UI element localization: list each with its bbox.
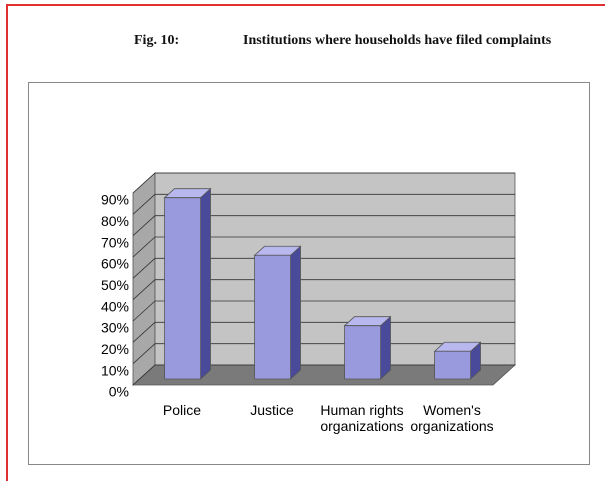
x-tick-label: Human rights organizations [320, 402, 404, 434]
bar-front [434, 350, 472, 380]
y-tick-label: 40% [101, 298, 129, 314]
x-tick-label: Justice [250, 402, 294, 418]
bar-side [290, 245, 301, 380]
x-tick-label: Women's organizations [410, 402, 494, 434]
grid-line [132, 193, 515, 215]
y-tick-label: 50% [101, 277, 129, 293]
page-frame [6, 4, 605, 481]
grid-line [132, 257, 515, 279]
bar [253, 245, 302, 380]
x-tick-label: Police [162, 402, 202, 418]
chart-box [28, 82, 590, 465]
grid-line [132, 236, 515, 258]
y-tick-label: 30% [101, 320, 129, 336]
chart-title: Institutions where households have filed… [243, 33, 552, 48]
bar [163, 187, 212, 380]
bar-side [380, 315, 391, 380]
chart-title-block: Fig. 10: Institutions where households ha… [134, 32, 574, 49]
grid-line [132, 172, 515, 194]
grid-line [132, 215, 515, 236]
bar-front [254, 254, 292, 380]
y-tick-label: 90% [101, 192, 129, 208]
grid-line [132, 364, 515, 386]
y-tick-label: 0% [109, 384, 129, 400]
bar-front [344, 325, 382, 380]
y-tick-label: 80% [101, 213, 129, 229]
grid-line [132, 279, 515, 300]
bar-front [164, 197, 202, 380]
y-tick-label: 20% [101, 341, 129, 357]
y-tick-label: 60% [101, 256, 129, 272]
y-tick-label: 70% [101, 234, 129, 250]
figure-number: Fig. 10: [134, 33, 180, 48]
y-tick-label: 10% [101, 362, 129, 378]
bar-side [200, 187, 211, 380]
grid-line [132, 321, 515, 343]
grid-line [132, 300, 515, 322]
grid-line [132, 343, 515, 364]
bar [433, 341, 482, 380]
bar [343, 315, 392, 380]
